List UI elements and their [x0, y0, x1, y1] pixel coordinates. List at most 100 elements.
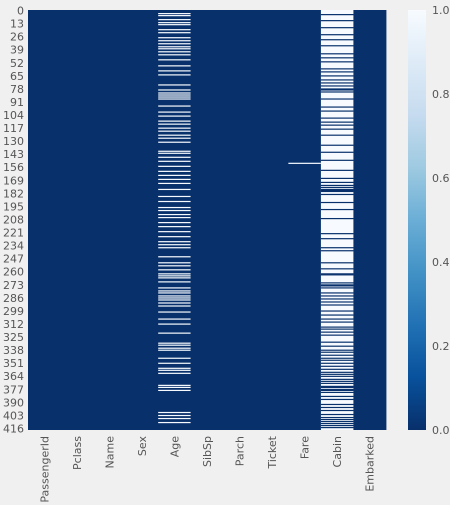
heatmap-cell-cabin-310 — [320, 321, 354, 323]
heatmap-cell-cabin-100 — [320, 110, 354, 112]
heatmap-cell-age-206 — [158, 216, 191, 219]
heatmap-cell-cabin-167 — [320, 177, 354, 179]
heatmap-cell-age-361 — [158, 372, 191, 374]
heatmap-cell-cabin-24 — [320, 34, 354, 36]
heatmap-cell-age-276 — [158, 287, 191, 289]
heatmap-cell-age-41 — [158, 51, 191, 53]
heatmap-cell-age-338 — [158, 349, 191, 351]
y-tick-label: 260 — [3, 266, 24, 279]
heatmap-cell-cabin-72 — [320, 82, 354, 84]
heatmap-cell-cabin-183 — [320, 193, 354, 196]
y-tick-label: 130 — [3, 135, 24, 148]
y-tick-label: 39 — [10, 44, 24, 57]
heatmap-cell-cabin-176 — [320, 186, 354, 189]
heatmap-cell-age-55 — [158, 65, 191, 67]
heatmap-cell-cabin-338 — [320, 349, 354, 351]
heatmap-cell-age-36 — [158, 46, 191, 48]
heatmap-cell-age-288 — [158, 299, 191, 301]
colorbar-tick-label: 0.8 — [432, 88, 450, 101]
y-tick-label: 351 — [3, 357, 24, 370]
heatmap-cell-cabin-69 — [320, 79, 354, 81]
heatmap-cell-cabin-207 — [320, 217, 354, 220]
heatmap-cell-cabin-369 — [320, 380, 354, 382]
heatmap-cell-age-178 — [158, 188, 191, 191]
heatmap-cell-age-258 — [158, 269, 191, 271]
heatmap-cell-fare-152 — [288, 162, 321, 164]
heatmap-cell-cabin-17 — [320, 27, 354, 29]
heatmap-cell-age-400 — [158, 411, 191, 414]
heatmap-cell-age-230 — [158, 241, 191, 243]
heatmap-cell-cabin-371 — [320, 382, 354, 384]
heatmap-cell-age-312 — [158, 323, 191, 325]
heatmap-cell-cabin-360 — [320, 371, 354, 373]
heatmap-cell-cabin-198 — [320, 208, 354, 211]
heatmap-cell-cabin-134 — [320, 144, 354, 146]
heatmap-cell-cabin-299 — [320, 310, 354, 312]
y-tick-label: 325 — [3, 331, 24, 344]
heatmap-cell-cabin-47 — [320, 57, 354, 59]
heatmap-cell-age-281 — [158, 292, 191, 294]
heatmap-cell-age-127 — [158, 137, 191, 139]
heatmap-column-cabin-missing — [320, 10, 354, 430]
y-tick-label: 273 — [3, 279, 24, 292]
heatmap-cell-cabin-374 — [320, 385, 354, 387]
heatmap-cell-age-131 — [158, 141, 191, 143]
heatmap-cell-cabin-81 — [320, 91, 354, 93]
heatmap-cell-cabin-357 — [320, 368, 354, 370]
heatmap-cell-age-279 — [158, 290, 191, 292]
heatmap-column-pclass — [60, 10, 94, 430]
heatmap-cell-cabin-10 — [320, 20, 354, 22]
heatmap-cell-cabin-375 — [320, 386, 354, 388]
heatmap-cell-age-351 — [158, 362, 191, 364]
heatmap-cell-age-150 — [158, 160, 191, 162]
heatmap-cell-cabin-317 — [320, 328, 354, 330]
colorbar-tick-label: 0.0 — [432, 424, 450, 437]
heatmap-cell-age-262 — [158, 273, 191, 275]
heatmap-cell-age-142 — [158, 152, 191, 154]
heatmap-cell-age-356 — [158, 367, 191, 369]
heatmap-cell-cabin-251 — [320, 262, 354, 264]
heatmap-cell-age-84 — [158, 94, 191, 96]
y-tick-label: 299 — [3, 305, 24, 318]
heatmap-cell-age-294 — [158, 305, 191, 307]
heatmap-cell-cabin-75 — [320, 85, 354, 87]
heatmap-cell-age-300 — [158, 311, 191, 313]
heatmap-cell-cabin-96 — [320, 106, 354, 108]
heatmap-cell-age-225 — [158, 236, 191, 238]
heatmap-cell-age-203 — [158, 213, 191, 216]
heatmap-cell-age-22 — [158, 32, 191, 34]
heatmap-cell-age-196 — [158, 206, 191, 209]
heatmap-cell-cabin-405 — [320, 416, 354, 419]
x-tick-label: SibSp — [201, 436, 214, 467]
y-tick-label: 390 — [3, 396, 24, 409]
heatmap-cell-cabin-354 — [320, 365, 354, 367]
heatmap-column-sibsp — [190, 10, 224, 430]
heatmap-column-sex — [125, 10, 159, 430]
heatmap-cell-cabin-174 — [320, 184, 354, 187]
heatmap-cell-age-14 — [158, 24, 191, 26]
heatmap-column-age — [158, 10, 192, 430]
heatmap-cell-age-333 — [158, 344, 191, 346]
heatmap-cell-cabin-320 — [320, 331, 354, 333]
heatmap-cell-cabin-367 — [320, 378, 354, 380]
heatmap-cell-age-164 — [158, 174, 191, 176]
y-tick-label: 221 — [3, 227, 24, 240]
heatmap-cell-age-373 — [158, 384, 191, 386]
heatmap-cell-cabin-222 — [320, 233, 354, 235]
colorbar-tick-label: 1.0 — [432, 4, 450, 17]
heatmap-cell-age-5 — [158, 15, 191, 17]
heatmap-cell-cabin-346 — [320, 357, 354, 359]
heatmap-cell-age-336 — [158, 347, 191, 349]
y-tick-label: 338 — [3, 344, 24, 357]
heatmap-cell-age-264 — [158, 275, 191, 277]
heatmap-cell-age-291 — [158, 302, 191, 304]
heatmap-cell-age-124 — [158, 134, 191, 136]
heatmap-cell-cabin-398 — [320, 409, 354, 412]
heatmap-cell-age-110 — [158, 120, 191, 122]
heatmap-cell-cabin-262 — [320, 273, 354, 275]
heatmap-cell-cabin-413 — [320, 424, 354, 427]
colorbar-tick-labels: 0.0 0.2 0.4 0.6 0.8 1.0 — [432, 4, 450, 437]
colorbar-tick-label: 0.2 — [432, 340, 450, 353]
x-tick-label: Fare — [299, 436, 312, 459]
heatmap-cell-age-199 — [158, 209, 191, 212]
